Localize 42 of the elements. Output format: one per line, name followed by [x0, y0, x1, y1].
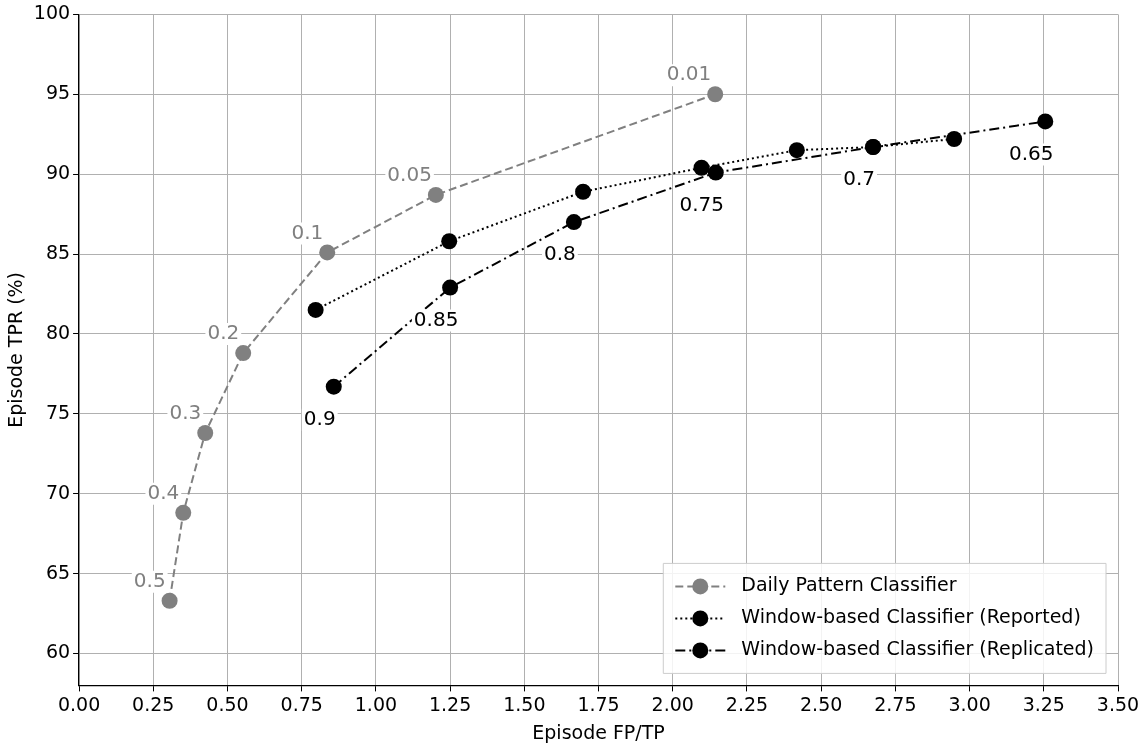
y-tick-label: 85	[45, 240, 71, 263]
x-tick-label: 3.25	[1022, 692, 1065, 715]
x-tick-label: 2.50	[800, 692, 843, 715]
x-tick-label: 0.75	[280, 692, 323, 715]
y-tick-label: 65	[45, 560, 71, 583]
x-tick-label: 0.00	[57, 692, 101, 715]
annotation: 0.05	[387, 162, 432, 187]
x-tick-label: 1.00	[354, 692, 398, 715]
x-tick-label: 1.75	[577, 692, 620, 715]
x-tick-label: 2.00	[651, 692, 694, 715]
annotation: 0.4	[147, 480, 180, 505]
y-tick-label: 60	[45, 640, 71, 663]
annotation: 0.75	[679, 191, 725, 216]
x-tick-label: 3.50	[1096, 692, 1140, 715]
x-tick-label: 0.25	[132, 692, 175, 715]
annotation: 0.1	[291, 219, 324, 244]
legend-label: Window-based Classifier (Replicated)	[741, 637, 1095, 660]
annotation: 0.9	[303, 405, 336, 430]
x-tick-label: 3.00	[948, 692, 991, 715]
x-axis-title: Episode FP/TP	[532, 720, 665, 743]
annotation: 0.7	[843, 166, 876, 191]
legend-label: Window-based Classifier (Reported)	[741, 605, 1081, 628]
x-tick-label: 2.25	[725, 692, 769, 715]
y-tick-label: 90	[45, 161, 71, 184]
annotation: 0.3	[169, 400, 202, 425]
annotation: 0.01	[666, 61, 712, 86]
annotation: 0.65	[1009, 140, 1054, 165]
x-tick-label: 1.50	[503, 692, 546, 715]
annotation: 0.5	[133, 567, 166, 592]
annotation: 0.2	[207, 320, 240, 345]
legend-label: Daily Pattern Classifier	[741, 573, 957, 596]
y-tick-label: 75	[45, 400, 71, 423]
annotation: 0.85	[413, 306, 459, 331]
y-tick-label: 100	[33, 1, 71, 24]
x-tick-label: 2.75	[874, 692, 917, 715]
y-tick-label: 80	[45, 320, 71, 343]
x-tick-label: 0.50	[206, 692, 249, 715]
x-tick-label: 1.25	[428, 692, 472, 715]
y-tick-label: 95	[45, 81, 71, 104]
annotation: 0.8	[543, 241, 576, 266]
y-tick-label: 70	[45, 480, 71, 503]
y-axis-title: Episode TPR (%)	[4, 271, 27, 428]
